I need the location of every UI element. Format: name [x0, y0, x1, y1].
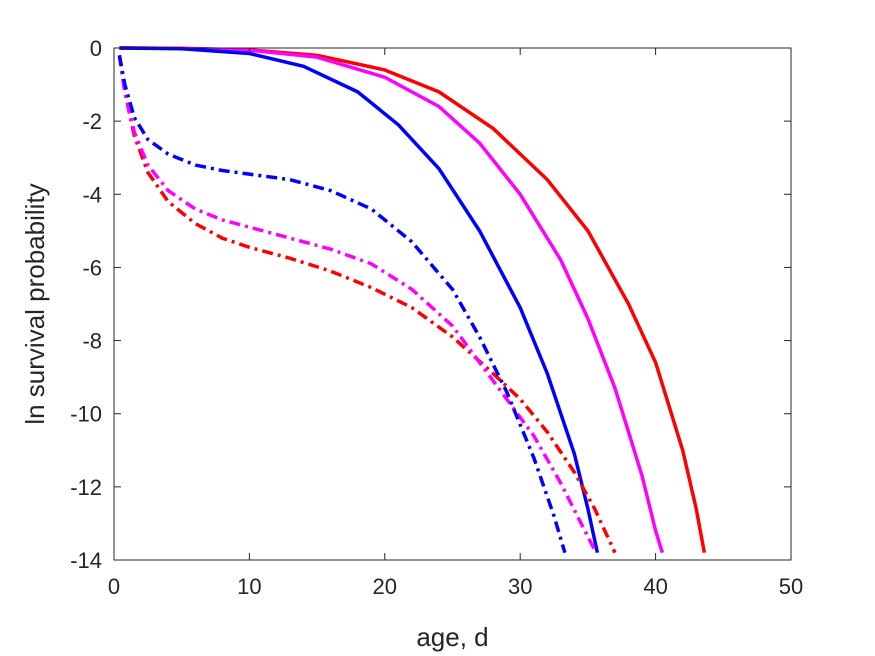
y-tick-label: -8	[82, 329, 102, 354]
y-tick-label: 0	[90, 36, 102, 61]
series-line-2	[119, 46, 665, 554]
y-tick-label: -4	[82, 182, 102, 207]
y-tick-label: -14	[70, 548, 102, 573]
y-tick-label: -2	[82, 109, 102, 134]
x-tick-label: 0	[108, 574, 120, 599]
plot-frame	[113, 47, 792, 561]
x-tick-label: 30	[508, 574, 532, 599]
y-tick-label: -6	[82, 255, 102, 280]
x-tick-label: 10	[237, 574, 261, 599]
x-tick-label: 20	[373, 574, 397, 599]
x-tick-label: 50	[779, 574, 803, 599]
ticks-layer: 0 10 20 30 40 50 0 -2 -4 -6 -8 -10 -12 -14	[70, 36, 803, 599]
y-tick-label: -10	[70, 402, 102, 427]
series-line-5	[117, 55, 598, 554]
x-axis-label: age, d	[416, 622, 488, 652]
x-tick-label: 40	[643, 574, 667, 599]
y-tick-label: -12	[70, 475, 102, 500]
y-axis-label: ln survival probability	[20, 183, 50, 424]
series-line-4	[117, 55, 617, 554]
series-line-6	[117, 54, 567, 554]
plot-area	[114, 48, 791, 560]
